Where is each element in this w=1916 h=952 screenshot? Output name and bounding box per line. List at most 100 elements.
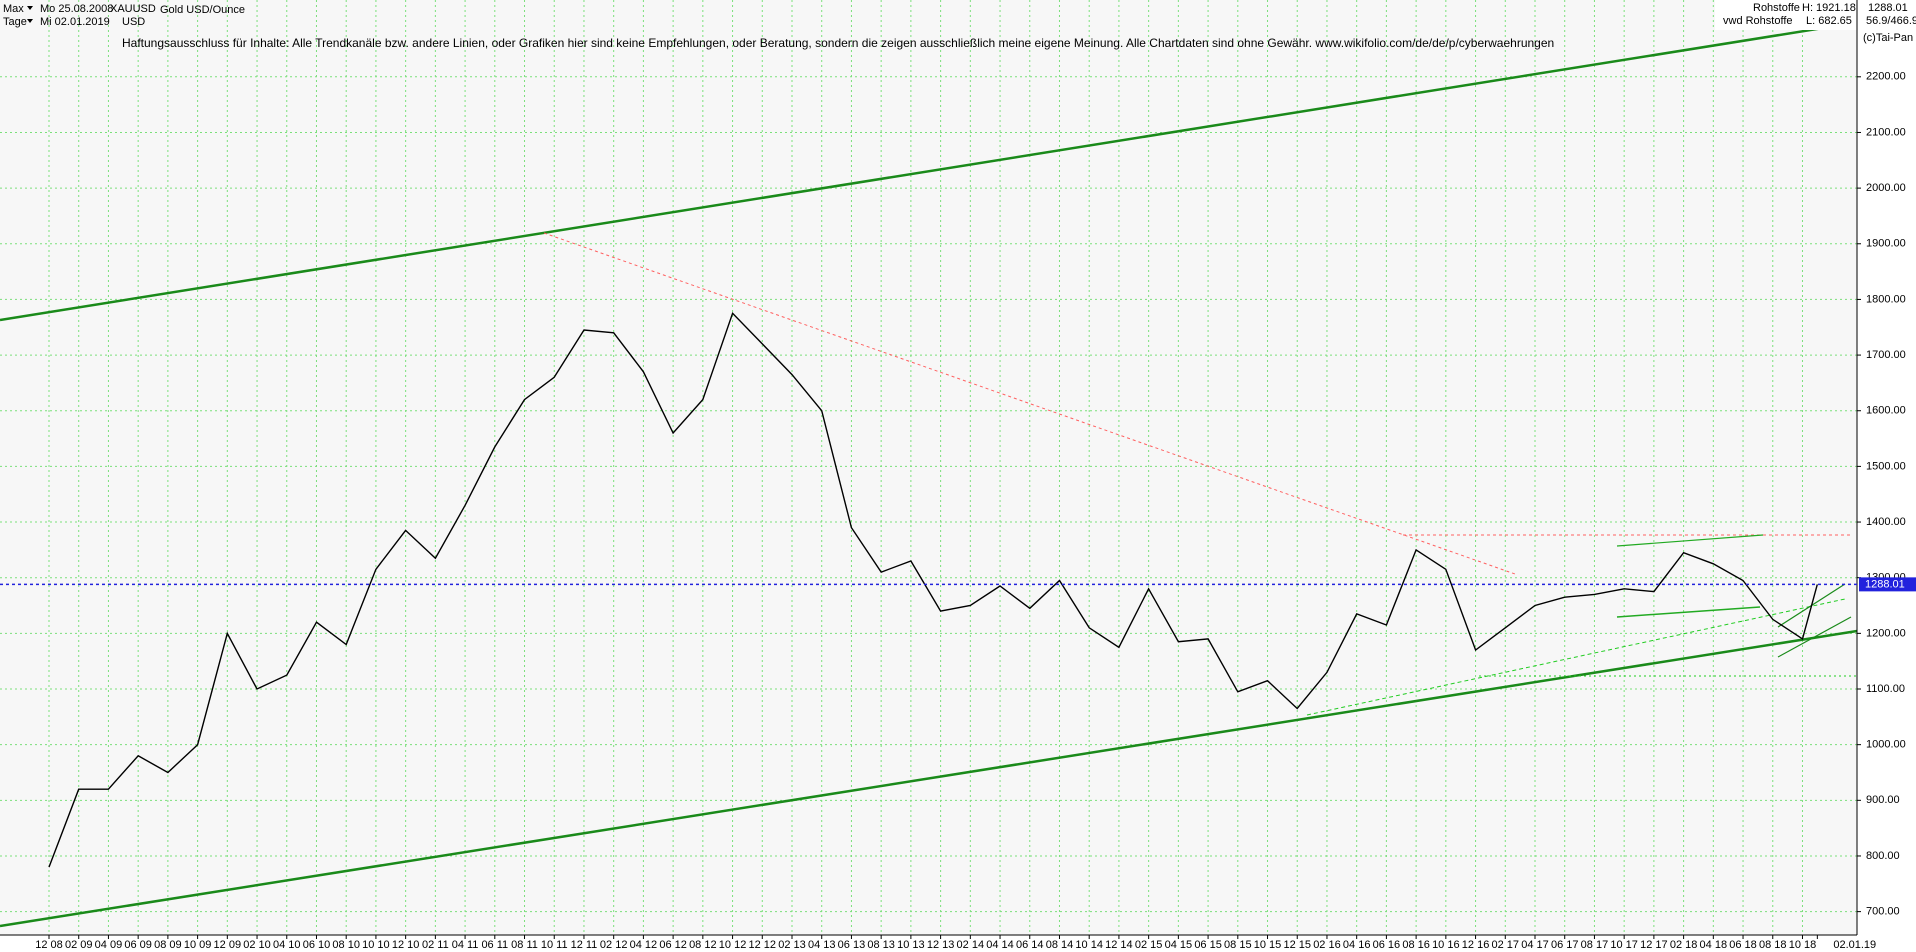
- x-tick-label: 10 15: [1254, 939, 1282, 951]
- x-tick-label: 02 09: [65, 939, 93, 951]
- dropdown-arrow: [27, 19, 33, 23]
- x-tick-label: 08 14: [1046, 939, 1074, 951]
- x-tick-label: 12 11: [571, 939, 598, 951]
- stats: 56.9/466.9: [1866, 15, 1916, 27]
- x-tick-label: 08 17: [1581, 939, 1609, 951]
- last: 1288.01: [1868, 2, 1908, 14]
- end-date: Mi 02.01.2019: [40, 16, 110, 28]
- y-tick-label: 1800.00: [1866, 293, 1906, 305]
- x-tick-label: 08 09: [154, 939, 182, 951]
- x-tick-label: 04 18: [1700, 939, 1728, 951]
- x-tick-label: 02 12: [600, 939, 628, 951]
- y-tick-label: 800.00: [1866, 850, 1900, 862]
- x-tick-label: 06 09: [124, 939, 152, 951]
- y-tick-label: 1600.00: [1866, 405, 1906, 417]
- x-tick-label: 04 13: [808, 939, 836, 951]
- trend-line-green: [1306, 598, 1846, 716]
- x-tick-label: 04 12: [630, 939, 658, 951]
- y-tick-label: 2100.00: [1866, 126, 1906, 138]
- x-tick-label: 06 18: [1729, 939, 1757, 951]
- y-tick-label: 2200.00: [1866, 71, 1906, 83]
- plot-background: [0, 0, 1857, 935]
- x-tick-label: 12 08: [35, 939, 63, 951]
- x-tick-label: 04 10: [273, 939, 301, 951]
- x-tick-label: 06 11: [481, 939, 508, 951]
- x-tick-label: 06 10: [303, 939, 331, 951]
- range[interactable]: Max: [3, 3, 24, 15]
- x-tick-label: 12 14: [1105, 939, 1133, 951]
- trend-channel-upper: [0, 22, 1849, 322]
- last-price-box: [1859, 577, 1916, 592]
- y-tick-label: 1200.00: [1866, 627, 1906, 639]
- y-tick-label: 700.00: [1866, 906, 1900, 918]
- x-tick-label: 04 09: [95, 939, 123, 951]
- x-tick-label: 02 15: [1135, 939, 1163, 951]
- y-tick-label: 1400.00: [1866, 516, 1906, 528]
- y-tick-label: 1100.00: [1866, 683, 1905, 695]
- x-tick-label: 04 15: [1165, 939, 1193, 951]
- x-tick-label: 04 17: [1521, 939, 1549, 951]
- x-tick-label: 08 18: [1759, 939, 1787, 951]
- x-tick-label: 12 12: [749, 939, 777, 951]
- x-tick-label: 10 13: [897, 939, 925, 951]
- x-tick-label: 08 16: [1402, 939, 1430, 951]
- last-price-label: 1288.01: [1865, 578, 1905, 590]
- copyright: (c)Tai-Pan: [1863, 32, 1913, 44]
- x-tick-label: 04 14: [986, 939, 1014, 951]
- x-tick-label: 08 15: [1224, 939, 1252, 951]
- start-date: Mo 25.08.2008: [40, 3, 113, 15]
- x-tick-label: 12 16: [1462, 939, 1490, 951]
- x-tick-label: 02 18: [1670, 939, 1698, 951]
- x-tick-label: 02 11: [422, 939, 449, 951]
- high: H: 1921.18: [1802, 2, 1856, 14]
- x-tick-label: 10 18: [1789, 939, 1817, 951]
- x-tick-label: 12 15: [1283, 939, 1311, 951]
- x-tick-label: 08 12: [689, 939, 717, 951]
- x-tick-label: 08 10: [332, 939, 360, 951]
- x-tick-label: 06 15: [1194, 939, 1222, 951]
- trend-line-green: [1777, 616, 1852, 658]
- x-tick-label: 12 10: [392, 939, 420, 951]
- trend-line-green: [1616, 534, 1764, 547]
- x-tick-label: 10 17: [1610, 939, 1638, 951]
- y-tick-label: 1000.00: [1866, 739, 1906, 751]
- dropdown-arrow: [27, 6, 33, 10]
- currency: USD: [122, 16, 145, 28]
- x-tick-label: 12 17: [1640, 939, 1668, 951]
- x-tick-label: 02 13: [778, 939, 806, 951]
- x-tick-label: 02 10: [243, 939, 271, 951]
- x-tick-label: 04 16: [1343, 939, 1371, 951]
- x-tick-label: 02 16: [1313, 939, 1341, 951]
- x-tick-label: 12 13: [927, 939, 955, 951]
- x-tick-label: 08 13: [867, 939, 895, 951]
- x-tick-label: 02.01.19: [1833, 939, 1876, 951]
- x-tick-label: 06 17: [1551, 939, 1579, 951]
- x-tick-label: 04 11: [452, 939, 479, 951]
- y-tick-label: 1700.00: [1866, 349, 1906, 361]
- x-tick-label: 10 14: [1075, 939, 1103, 951]
- x-tick-label: 12 09: [214, 939, 242, 951]
- y-tick-label: 1500.00: [1866, 460, 1906, 472]
- price-line: [48, 311, 1818, 868]
- trend-channel-lower: [0, 629, 1858, 928]
- instrument-name: Gold USD/Ounce: [160, 4, 245, 16]
- period[interactable]: Tage: [3, 16, 27, 28]
- x-tick-label: 06 14: [1016, 939, 1044, 951]
- x-tick-label: 02 17: [1492, 939, 1520, 951]
- group: Rohstoffe: [1753, 2, 1800, 14]
- y-tick-label: 2000.00: [1866, 182, 1906, 194]
- x-tick-label: 10 16: [1432, 939, 1460, 951]
- x-tick-label: 06 13: [838, 939, 866, 951]
- x-tick-label: 10 12: [719, 939, 747, 951]
- low: L: 682.65: [1806, 15, 1852, 27]
- info-box: [1715, 0, 1916, 30]
- x-tick-label: 10 09: [184, 939, 212, 951]
- y-tick-label: 900.00: [1866, 794, 1900, 806]
- symbol: XAUUSD: [110, 3, 156, 15]
- x-tick-label: 08 11: [511, 939, 538, 951]
- x-tick-label: 02 14: [957, 939, 985, 951]
- disclaimer: Haftungsausschluss für Inhalte: Alle Tre…: [122, 36, 1554, 50]
- x-tick-label: 06 16: [1373, 939, 1401, 951]
